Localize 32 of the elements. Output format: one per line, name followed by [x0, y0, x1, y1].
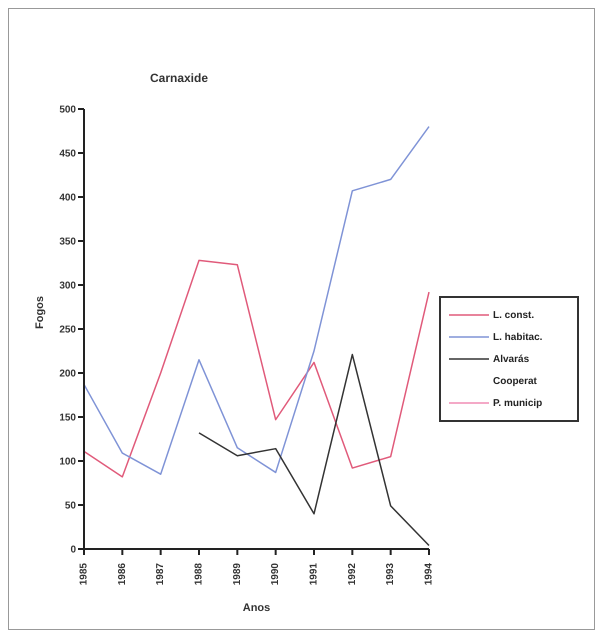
y-tick-label: 400	[59, 192, 76, 204]
x-tick-label: 1991	[308, 562, 320, 586]
y-tick-label: 100	[59, 456, 76, 468]
y-tick-label: 0	[70, 544, 76, 556]
x-tick-label: 1993	[385, 562, 396, 586]
x-tick-label: 1987	[155, 562, 166, 586]
y-tick-label: 150	[59, 412, 76, 424]
y-tick-label: 500	[59, 104, 76, 116]
y-tick-label: 200	[59, 368, 76, 380]
line-series	[83, 126, 430, 475]
y-tick-label: 300	[59, 280, 76, 292]
chart-title: Carnaxide	[148, 71, 210, 85]
y-tick-label: 250	[59, 324, 76, 336]
line-series	[83, 260, 430, 478]
text: Cooperat	[493, 376, 537, 386]
x-tick-label: 1990	[270, 562, 282, 586]
x-tick-label: 1994	[424, 562, 434, 586]
legend-label: L. habitac.	[493, 332, 542, 342]
y-tick-label: 350	[59, 236, 76, 248]
y-tick-label: 50	[64, 500, 76, 512]
x-tick-label: 1985	[78, 562, 90, 586]
line-series	[198, 354, 430, 546]
x-axis-title: Anos	[242, 602, 270, 614]
legend-label: P. municip	[493, 398, 542, 408]
x-tick-label: 1988	[194, 562, 204, 586]
legend-label: L. const.	[493, 310, 534, 320]
x-tick-label: 1989	[232, 562, 243, 586]
y-axis-title: Fogos	[34, 296, 46, 329]
x-tick-label: 1986	[116, 562, 128, 586]
x-tick-label: 1992	[346, 562, 358, 586]
y-tick-label: 450	[59, 148, 76, 160]
legend-label: Alvarás	[493, 354, 530, 364]
